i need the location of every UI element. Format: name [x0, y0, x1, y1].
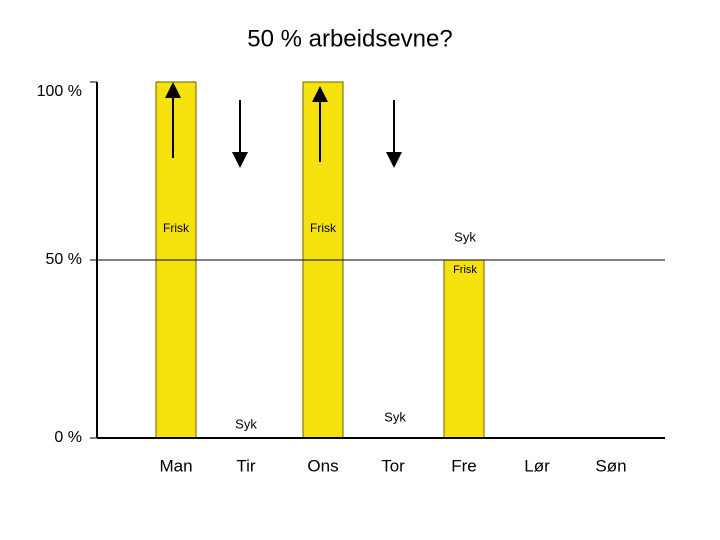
- x-tick-label: Søn: [595, 456, 626, 475]
- y-tick-label: 50 %: [46, 251, 82, 268]
- annotation: Syk: [384, 409, 406, 424]
- x-tick-label: Man: [159, 456, 192, 475]
- plot-area: Man Tir Ons Tor Fre Lør Søn 0 % 50 % 100 % Frisk Fr…: [37, 81, 665, 475]
- x-tick-label: Ons: [307, 456, 338, 475]
- annotation: Frisk: [163, 221, 190, 235]
- x-tick-label: Tir: [236, 456, 256, 475]
- annotation: Frisk: [310, 221, 337, 235]
- x-tick-label: Lør: [524, 456, 550, 475]
- x-tick-label: Fre: [451, 456, 477, 475]
- x-tick-label: Tor: [381, 456, 405, 475]
- bar: [443, 259, 485, 439]
- arrows: [165, 82, 402, 168]
- chart-title: 50 % arbeidsevne?: [247, 25, 452, 52]
- y-tick-label: 100 %: [37, 83, 82, 100]
- annotation: Frisk: [453, 264, 477, 276]
- annotation: Syk: [235, 416, 257, 431]
- y-tick-label: 0 %: [54, 429, 82, 446]
- annotation: Syk: [454, 229, 476, 244]
